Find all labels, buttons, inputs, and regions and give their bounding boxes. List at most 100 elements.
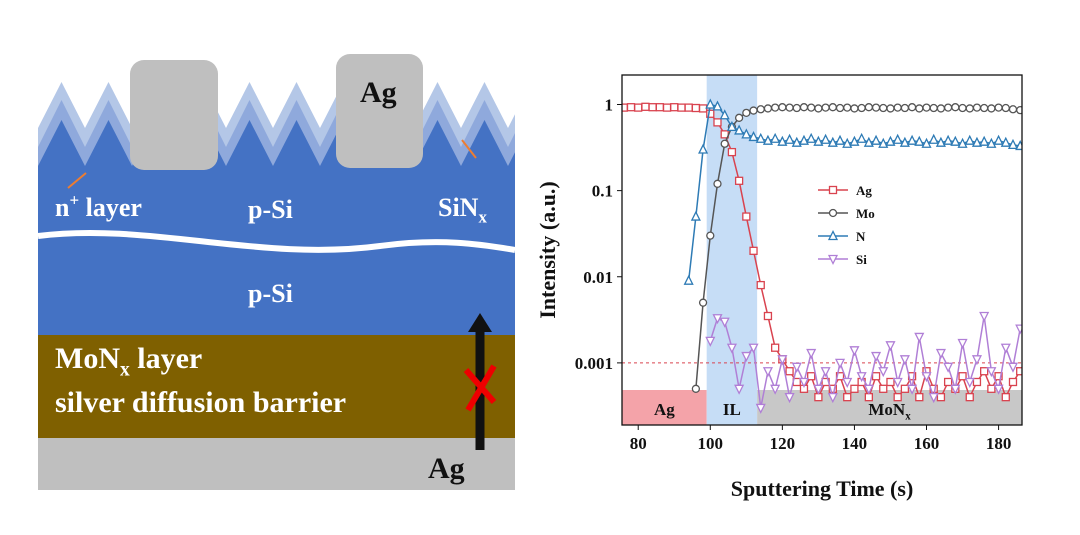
diagram-label: MoNx layer — [55, 342, 202, 381]
data-point — [771, 103, 780, 112]
data-point — [885, 135, 896, 146]
data-point — [762, 367, 773, 378]
diagram-label-part: layer — [79, 193, 142, 222]
data-point — [849, 346, 860, 357]
data-point — [785, 367, 794, 376]
data-point — [784, 133, 795, 144]
region-label: IL — [723, 400, 741, 419]
data-point — [1007, 138, 1019, 149]
data-point — [734, 113, 744, 122]
data-point — [834, 358, 846, 369]
data-point — [892, 133, 903, 144]
data-point — [770, 384, 781, 395]
data-point — [987, 104, 996, 113]
data-point — [748, 343, 759, 354]
data-point — [734, 384, 745, 395]
data-point — [856, 372, 867, 383]
data-point — [893, 393, 902, 402]
data-point — [987, 384, 996, 393]
data-point — [648, 103, 657, 112]
data-point — [957, 338, 968, 349]
data-point — [849, 135, 860, 146]
plot-area — [622, 75, 1022, 425]
legend-label: Mo — [856, 206, 875, 221]
diagram-label: p-Si — [248, 195, 293, 224]
data-point — [871, 134, 882, 145]
legend-marker — [828, 208, 838, 218]
data-point — [878, 137, 889, 148]
data-point — [813, 135, 824, 146]
data-point — [742, 212, 751, 221]
data-point — [763, 311, 773, 321]
data-point — [936, 393, 946, 402]
data-point — [935, 136, 946, 147]
data-point — [936, 104, 946, 113]
diagram-label: n+ layer — [55, 191, 142, 222]
data-point — [741, 351, 752, 363]
pointer — [461, 139, 477, 159]
data-point — [813, 384, 824, 395]
diagram-label: Ag — [360, 76, 397, 109]
data-point — [943, 134, 954, 145]
data-point — [972, 377, 982, 387]
y-axis-label: Intensity (a.u.) — [535, 181, 560, 319]
data-point — [929, 103, 938, 113]
y-tick-label: 0.1 — [592, 182, 613, 201]
data-point — [943, 362, 954, 373]
region-label: MoNx — [868, 400, 911, 422]
data-point — [1000, 136, 1011, 147]
data-point — [994, 103, 1003, 112]
data-point — [1015, 140, 1022, 151]
data-point — [792, 103, 801, 113]
wafer-break — [37, 229, 516, 253]
region-label-sub: x — [905, 410, 911, 422]
legend-marker — [828, 185, 838, 195]
data-point — [807, 372, 816, 381]
pointer — [67, 172, 87, 189]
diagram-label-part: Ag — [360, 76, 397, 109]
x-tick-label: 160 — [914, 434, 940, 453]
data-point — [1008, 105, 1018, 114]
ag-contact — [336, 54, 423, 168]
data-point — [756, 105, 765, 114]
data-point — [705, 98, 716, 109]
data-point — [835, 103, 845, 113]
data-point — [755, 403, 766, 414]
data-point — [777, 355, 788, 366]
data-point — [778, 103, 787, 112]
data-point — [864, 103, 873, 112]
data-point — [850, 104, 859, 113]
data-point — [971, 136, 983, 147]
data-point — [886, 377, 895, 387]
data-point — [899, 136, 910, 147]
x-tick-label: 180 — [986, 434, 1012, 453]
data-point — [950, 384, 961, 395]
data-point — [914, 332, 925, 343]
data-point — [914, 135, 925, 146]
data-point — [698, 298, 708, 307]
data-point — [683, 274, 694, 285]
data-point — [719, 317, 730, 328]
data-point — [965, 104, 974, 113]
ag-back-layer — [38, 438, 515, 490]
data-point — [726, 343, 737, 354]
data-point — [1008, 377, 1018, 387]
data-point — [726, 120, 737, 132]
data-point — [986, 137, 997, 148]
data-point — [799, 103, 809, 112]
diagram-label: Ag — [428, 452, 465, 485]
data-point — [885, 341, 896, 352]
data-point — [871, 103, 881, 112]
data-point — [806, 348, 817, 360]
data-point — [972, 103, 982, 112]
data-point — [907, 384, 918, 395]
data-point — [777, 135, 788, 146]
data-point — [964, 134, 975, 145]
x-tick-label: 120 — [770, 434, 796, 453]
data-point — [957, 137, 968, 148]
data-point — [979, 135, 990, 146]
data-point — [742, 108, 751, 117]
data-point — [771, 343, 780, 352]
data-point — [993, 384, 1004, 395]
